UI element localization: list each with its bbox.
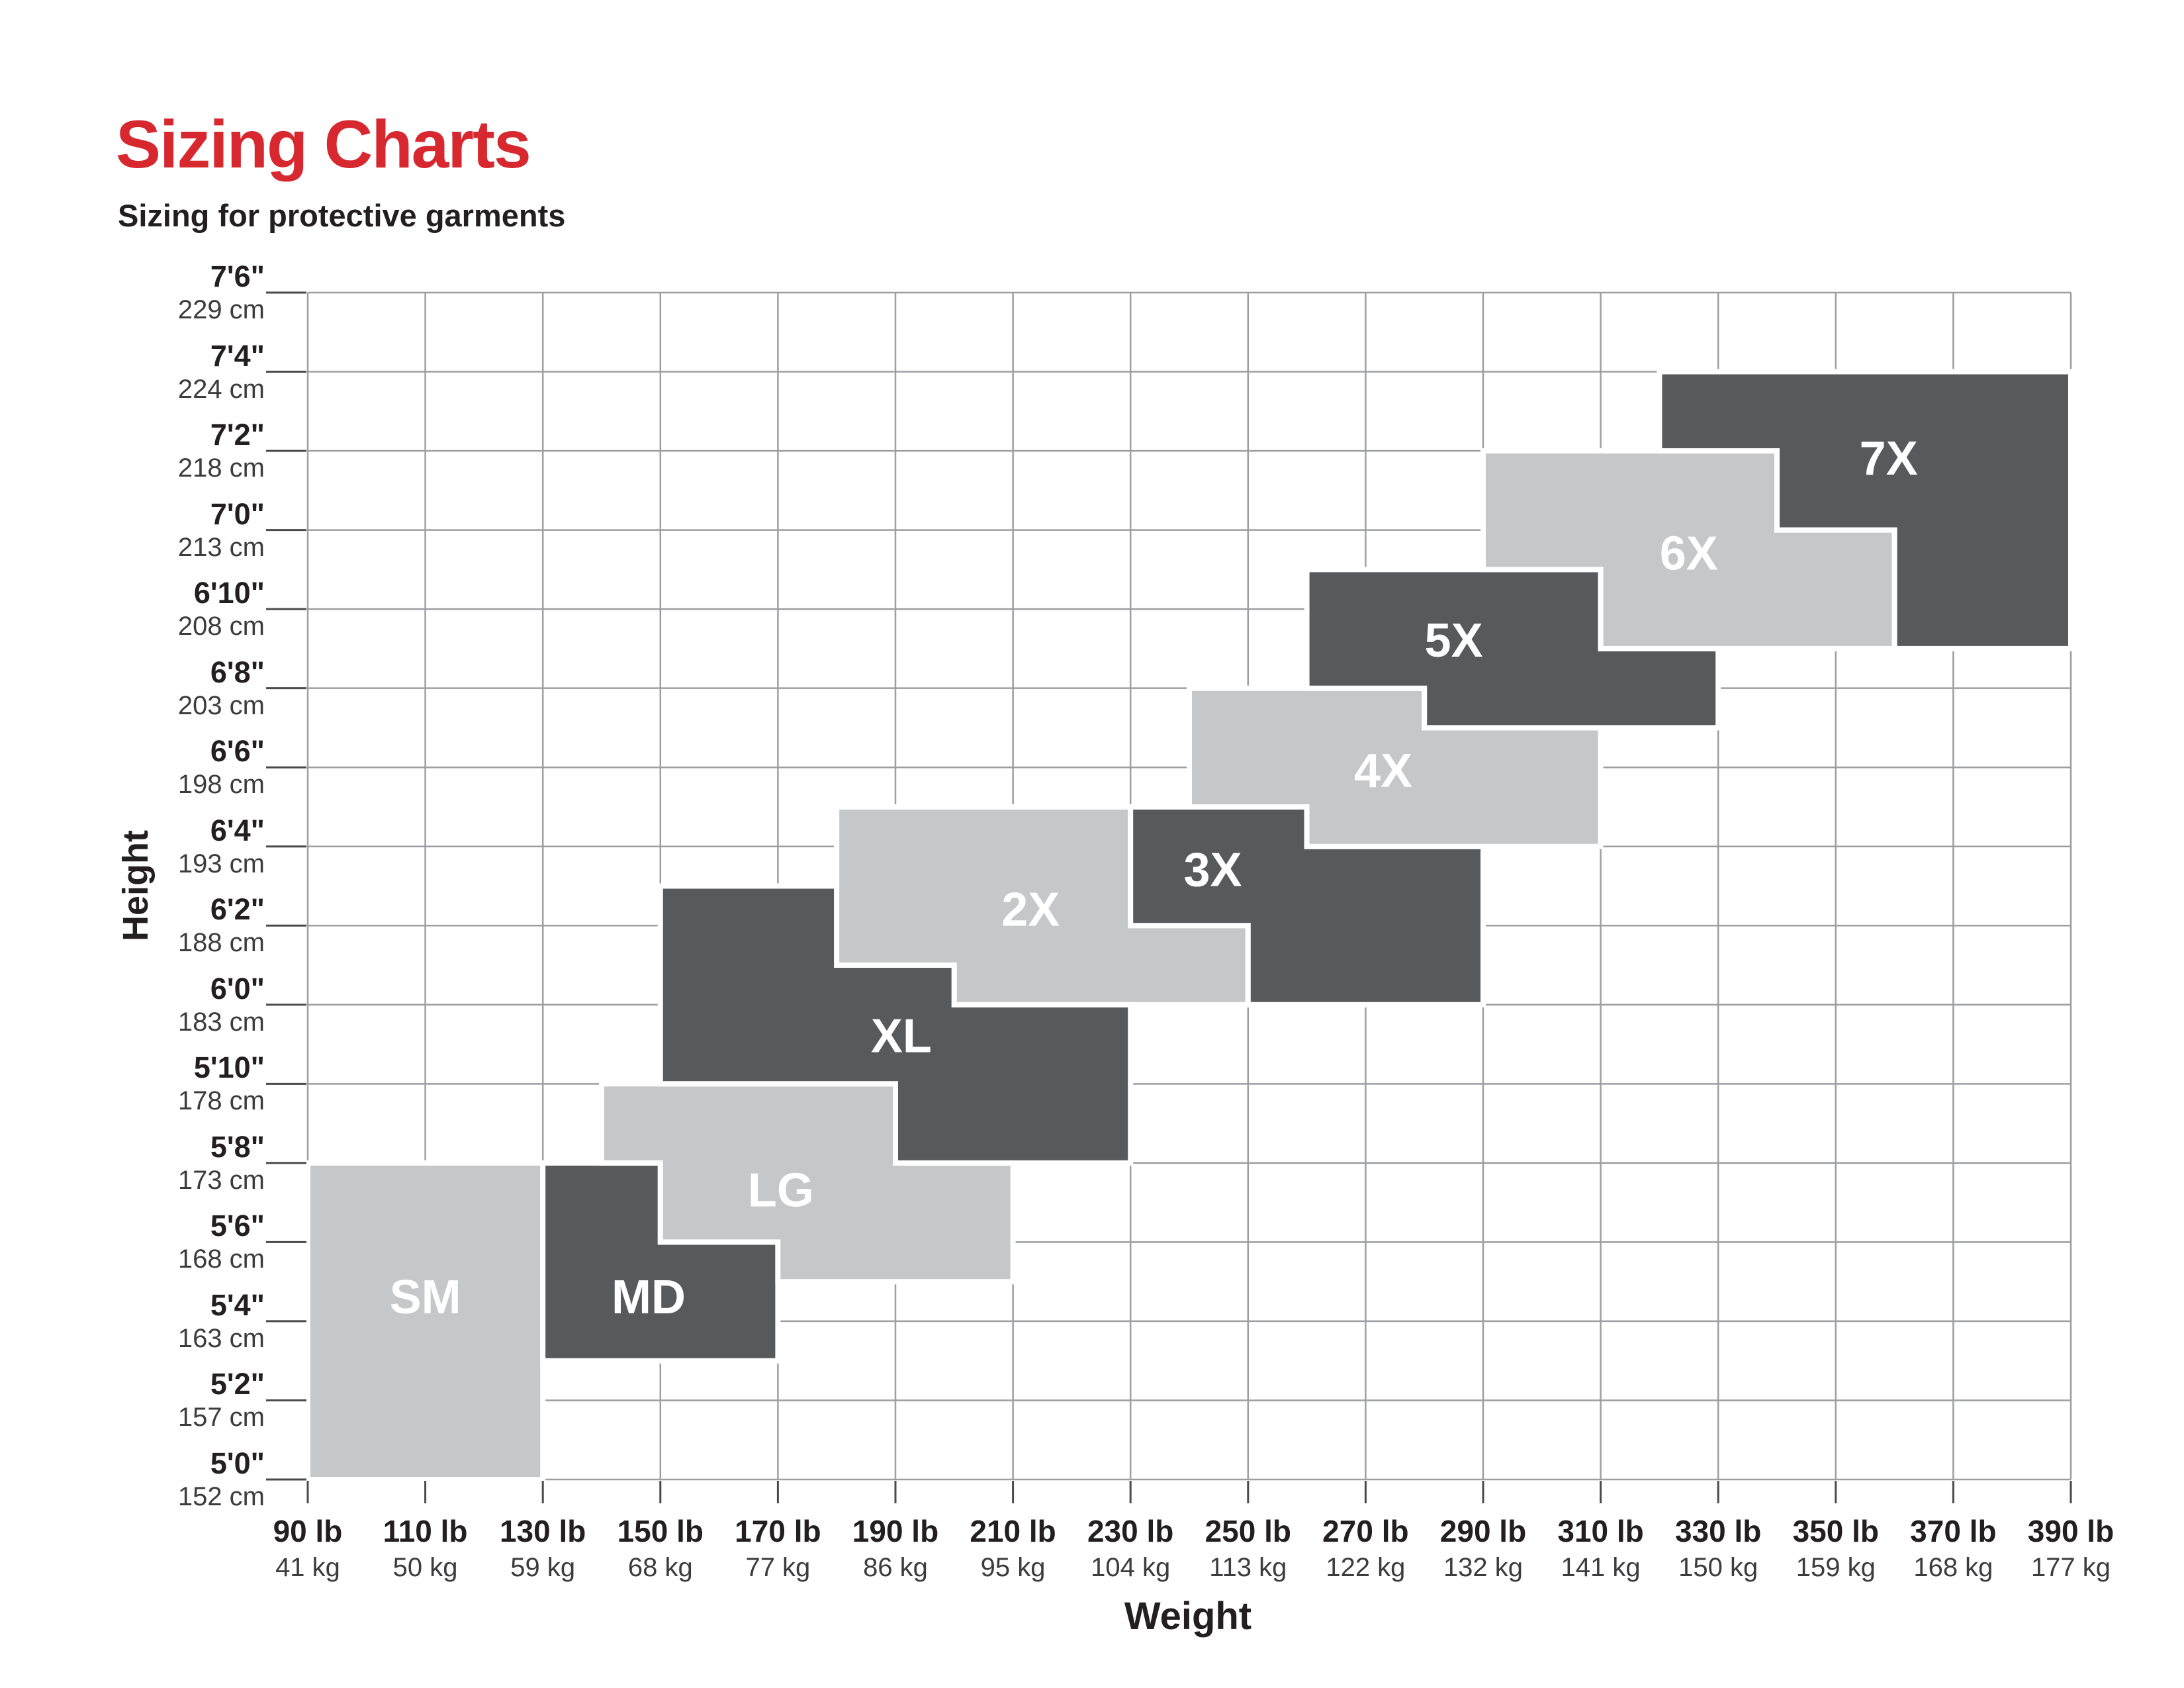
weight-tick-label-kg: 41 kg — [275, 1553, 340, 1582]
size-label-2x: 2X — [1001, 883, 1060, 936]
weight-tick-label-lb: 310 lb — [1557, 1514, 1644, 1548]
height-tick-label-cm: 178 cm — [177, 1086, 265, 1116]
weight-tick-label-lb: 130 lb — [499, 1514, 586, 1548]
weight-tick-label-kg: 141 kg — [1561, 1553, 1641, 1582]
height-tick-label-cm: 218 cm — [177, 453, 265, 483]
weight-tick-label-kg: 95 kg — [980, 1553, 1046, 1582]
size-label-3x: 3X — [1183, 844, 1242, 897]
weight-tick-label-lb: 330 lb — [1674, 1514, 1762, 1548]
height-tick-label-cm: 198 cm — [177, 770, 265, 800]
weight-tick-label-lb: 190 lb — [852, 1514, 939, 1548]
size-label-lg: LG — [748, 1164, 814, 1217]
height-tick-label-ft: 6'8" — [210, 655, 265, 689]
weight-tick-label-kg: 50 kg — [392, 1553, 458, 1582]
weight-tick-label-lb: 390 lb — [2027, 1514, 2115, 1548]
height-tick-label-cm: 163 cm — [177, 1323, 265, 1353]
weight-tick-label-lb: 350 lb — [1792, 1514, 1879, 1548]
size-label-7x: 7X — [1860, 432, 1918, 485]
height-tick-label-ft: 7'0" — [210, 496, 265, 531]
size-label-sm: SM — [390, 1271, 461, 1324]
weight-tick-label-kg: 177 kg — [2030, 1553, 2111, 1582]
height-tick-label-cm: 157 cm — [177, 1403, 265, 1432]
page-title: Sizing Charts — [116, 107, 531, 182]
weight-tick-label-kg: 122 kg — [1326, 1553, 1406, 1582]
weight-tick-label-lb: 230 lb — [1087, 1514, 1174, 1548]
weight-tick-label-kg: 59 kg — [510, 1553, 576, 1582]
size-label-xl: XL — [871, 1010, 932, 1063]
height-tick-label-cm: 188 cm — [177, 928, 265, 958]
height-tick-label-cm: 173 cm — [177, 1165, 265, 1195]
height-tick-label-cm: 208 cm — [177, 612, 265, 641]
size-label-5x: 5X — [1425, 614, 1483, 667]
size-label-4x: 4X — [1354, 745, 1412, 798]
weight-tick-label-kg: 150 kg — [1678, 1553, 1758, 1582]
weight-tick-label-kg: 159 kg — [1796, 1553, 1876, 1582]
weight-tick-label-lb: 170 lb — [735, 1514, 821, 1548]
weight-tick-label-kg: 168 kg — [1913, 1553, 1993, 1582]
weight-tick-label-kg: 68 kg — [627, 1553, 693, 1582]
weight-tick-label-lb: 150 lb — [617, 1514, 704, 1548]
height-tick-label-cm: 229 cm — [177, 295, 265, 324]
height-tick-label-ft: 5'0" — [210, 1446, 265, 1480]
height-tick-label-ft: 5'2" — [210, 1367, 265, 1401]
height-tick-label-ft: 6'10" — [193, 576, 265, 610]
height-tick-label-cm: 203 cm — [177, 690, 265, 720]
height-tick-label-cm: 183 cm — [177, 1007, 265, 1037]
height-tick-label-ft: 6'0" — [210, 971, 265, 1006]
height-tick-label-cm: 152 cm — [177, 1482, 265, 1511]
height-tick-label-cm: 213 cm — [177, 532, 265, 562]
x-axis-title: Weight — [1124, 1595, 1252, 1638]
weight-tick-label-lb: 370 lb — [1910, 1514, 1997, 1548]
weight-tick-label-kg: 104 kg — [1091, 1553, 1171, 1582]
height-tick-label-ft: 6'4" — [210, 813, 265, 847]
weight-tick-label-kg: 77 kg — [745, 1553, 811, 1582]
height-tick-label-ft: 5'6" — [210, 1209, 265, 1243]
height-tick-label-ft: 6'2" — [210, 892, 265, 927]
height-tick-label-ft: 6'6" — [210, 734, 265, 769]
weight-tick-label-lb: 90 lb — [273, 1514, 343, 1548]
page-subtitle: Sizing for protective garments — [118, 198, 566, 233]
size-region-7x — [1657, 369, 2073, 651]
weight-tick-label-kg: 132 kg — [1443, 1553, 1524, 1582]
height-tick-label-cm: 168 cm — [177, 1244, 265, 1274]
height-tick-label-ft: 5'10" — [193, 1051, 265, 1085]
weight-tick-label-lb: 110 lb — [383, 1514, 468, 1548]
height-tick-label-ft: 7'4" — [210, 338, 265, 373]
height-tick-label-cm: 193 cm — [177, 849, 265, 878]
size-label-6x: 6X — [1660, 527, 1718, 580]
height-tick-label-ft: 5'8" — [210, 1129, 265, 1164]
weight-tick-label-kg: 86 kg — [863, 1553, 928, 1582]
size-label-md: MD — [612, 1271, 686, 1324]
height-tick-label-ft: 5'4" — [210, 1288, 265, 1322]
height-tick-label-ft: 7'6" — [210, 259, 265, 293]
weight-tick-label-lb: 290 lb — [1439, 1514, 1527, 1548]
weight-tick-label-kg: 113 kg — [1209, 1553, 1287, 1582]
weight-tick-label-lb: 210 lb — [970, 1514, 1056, 1548]
weight-tick-label-lb: 270 lb — [1322, 1514, 1409, 1548]
weight-tick-label-lb: 250 lb — [1205, 1514, 1291, 1548]
height-tick-label-cm: 224 cm — [177, 374, 265, 404]
size-region-sm — [305, 1160, 546, 1482]
height-tick-label-ft: 7'2" — [210, 418, 265, 452]
